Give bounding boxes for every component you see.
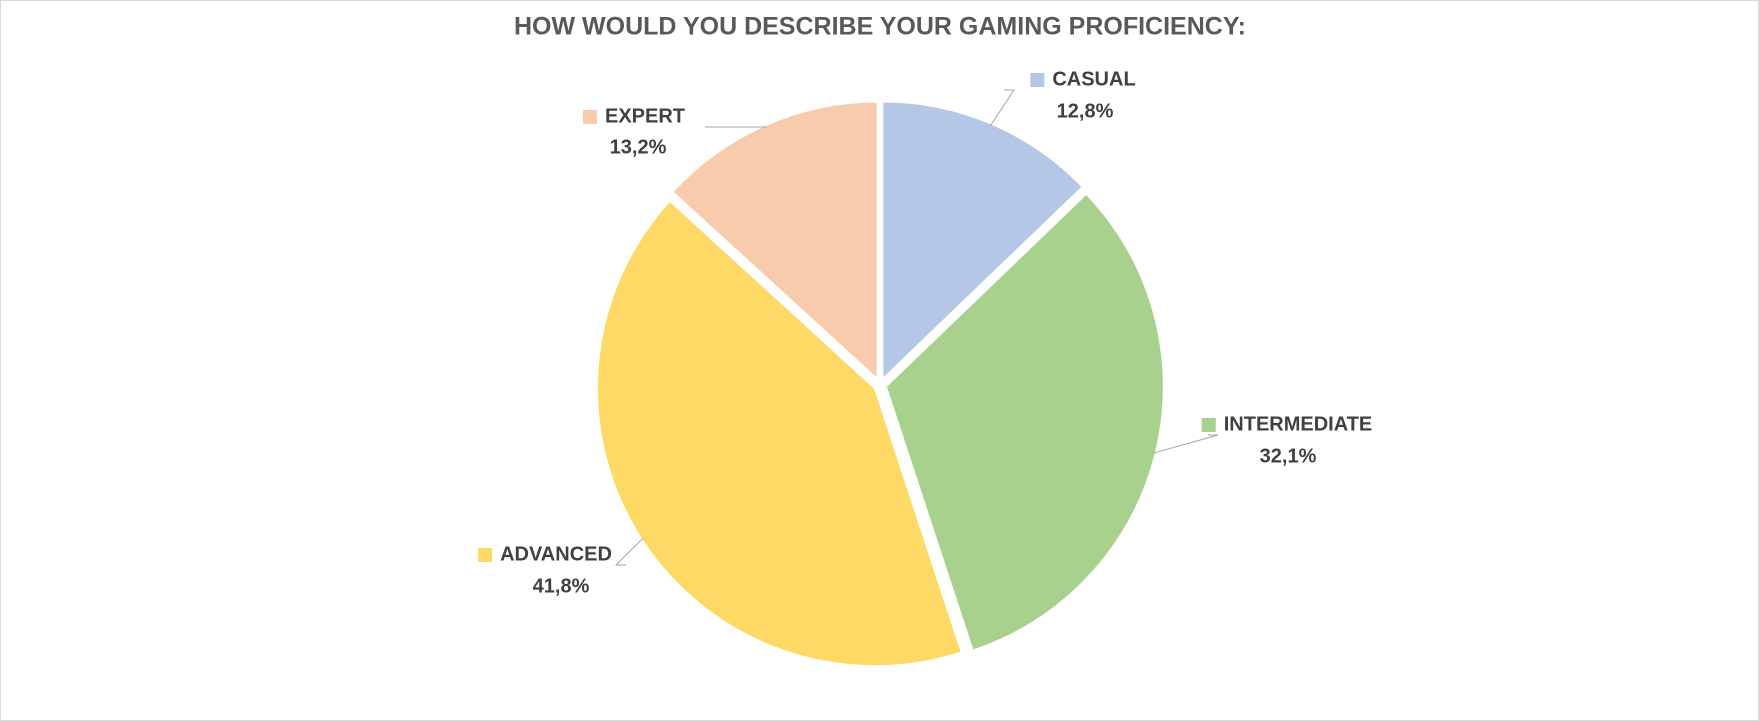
label-swatch: [478, 548, 493, 562]
pie-slice: [884, 192, 1165, 652]
chart-title: HOW WOULD YOU DESCRIBE YOUR GAMING PROFI…: [514, 13, 1246, 41]
label-swatch: [1030, 73, 1045, 87]
data-label-value: 41,8%: [533, 575, 590, 597]
data-label-name: EXPERT: [605, 105, 685, 127]
label-swatch: [582, 110, 597, 124]
data-label-value: 13,2%: [610, 136, 667, 158]
data-label-value: 12,8%: [1057, 100, 1114, 122]
data-label-value: 32,1%: [1260, 445, 1317, 467]
pie-slice: [670, 100, 879, 382]
label-swatch: [1201, 418, 1216, 432]
leader-line: [1153, 434, 1219, 454]
data-label-name: CASUAL: [1052, 68, 1135, 90]
data-label-name: ADVANCED: [500, 543, 612, 565]
leader-line: [614, 537, 644, 566]
leader-line: [990, 89, 1015, 126]
data-label-name: INTERMEDIATE: [1224, 413, 1373, 435]
